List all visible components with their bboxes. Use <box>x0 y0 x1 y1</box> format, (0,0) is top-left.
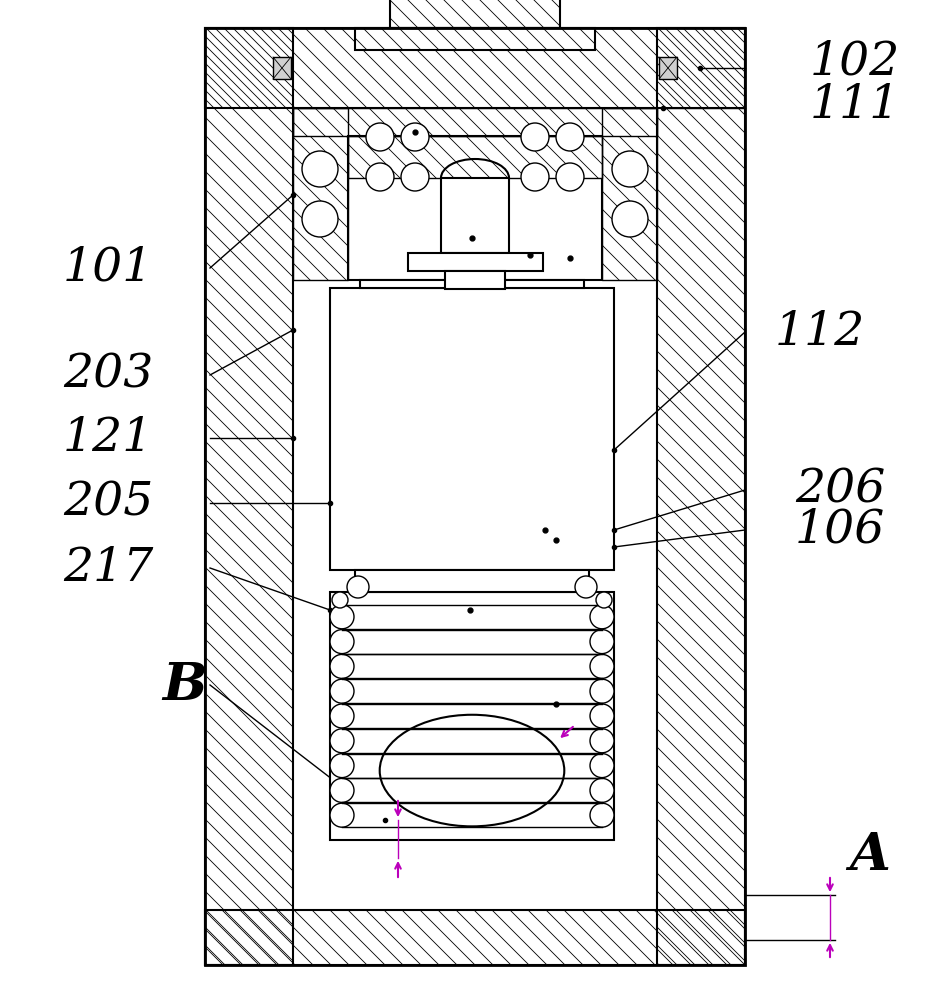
Bar <box>205 910 745 965</box>
Bar <box>390 0 560 28</box>
Circle shape <box>366 123 394 151</box>
Circle shape <box>590 630 614 654</box>
Circle shape <box>330 803 354 827</box>
Bar <box>293 108 657 136</box>
Circle shape <box>590 679 614 703</box>
Bar <box>348 136 602 280</box>
Circle shape <box>590 654 614 678</box>
Circle shape <box>330 630 354 654</box>
Bar <box>205 28 745 965</box>
Circle shape <box>590 729 614 753</box>
Circle shape <box>556 123 584 151</box>
Circle shape <box>330 729 354 753</box>
Text: 121: 121 <box>63 415 153 461</box>
Circle shape <box>330 754 354 778</box>
Text: 205: 205 <box>63 480 153 526</box>
Text: 102: 102 <box>810 39 901 85</box>
Bar <box>602 108 657 280</box>
Bar <box>355 570 589 592</box>
Bar <box>441 178 509 253</box>
Bar <box>355 28 595 50</box>
Text: 101: 101 <box>63 245 153 291</box>
Text: 217: 217 <box>63 545 153 591</box>
Bar <box>293 108 657 136</box>
Circle shape <box>590 605 614 629</box>
Circle shape <box>401 123 429 151</box>
Circle shape <box>521 163 549 191</box>
Bar <box>330 288 614 570</box>
Bar <box>445 271 505 289</box>
Circle shape <box>612 151 648 187</box>
Text: 112: 112 <box>775 309 866 355</box>
Bar <box>348 136 602 178</box>
Text: 111: 111 <box>810 82 901 128</box>
Circle shape <box>521 123 549 151</box>
Bar <box>657 28 745 965</box>
Bar <box>657 28 745 965</box>
Circle shape <box>302 151 338 187</box>
Bar <box>659 57 677 79</box>
Circle shape <box>330 679 354 703</box>
Circle shape <box>401 163 429 191</box>
Circle shape <box>575 576 597 598</box>
Circle shape <box>590 754 614 778</box>
Bar <box>205 28 745 108</box>
Circle shape <box>366 163 394 191</box>
Bar <box>273 57 291 79</box>
Bar <box>205 28 745 965</box>
Bar <box>293 108 348 280</box>
Bar <box>390 0 560 28</box>
Circle shape <box>590 704 614 728</box>
Bar <box>205 28 745 108</box>
Circle shape <box>590 803 614 827</box>
Circle shape <box>302 201 338 237</box>
Circle shape <box>330 704 354 728</box>
Bar <box>360 280 584 288</box>
Bar <box>205 28 293 965</box>
Bar <box>602 108 657 280</box>
Bar <box>330 592 614 840</box>
Circle shape <box>330 778 354 802</box>
Bar <box>408 253 543 271</box>
Text: 206: 206 <box>795 467 885 513</box>
Circle shape <box>596 592 612 608</box>
Text: B: B <box>162 660 208 710</box>
Circle shape <box>347 576 369 598</box>
Bar <box>205 28 293 965</box>
Circle shape <box>556 163 584 191</box>
Text: 106: 106 <box>795 507 885 553</box>
Circle shape <box>330 654 354 678</box>
Circle shape <box>330 605 354 629</box>
Bar <box>293 108 348 280</box>
Circle shape <box>612 201 648 237</box>
Circle shape <box>332 592 348 608</box>
Bar <box>205 910 745 965</box>
Text: 203: 203 <box>63 352 153 398</box>
Bar <box>348 136 602 178</box>
Bar <box>355 28 595 50</box>
Text: A: A <box>850 830 890 880</box>
Circle shape <box>590 778 614 802</box>
